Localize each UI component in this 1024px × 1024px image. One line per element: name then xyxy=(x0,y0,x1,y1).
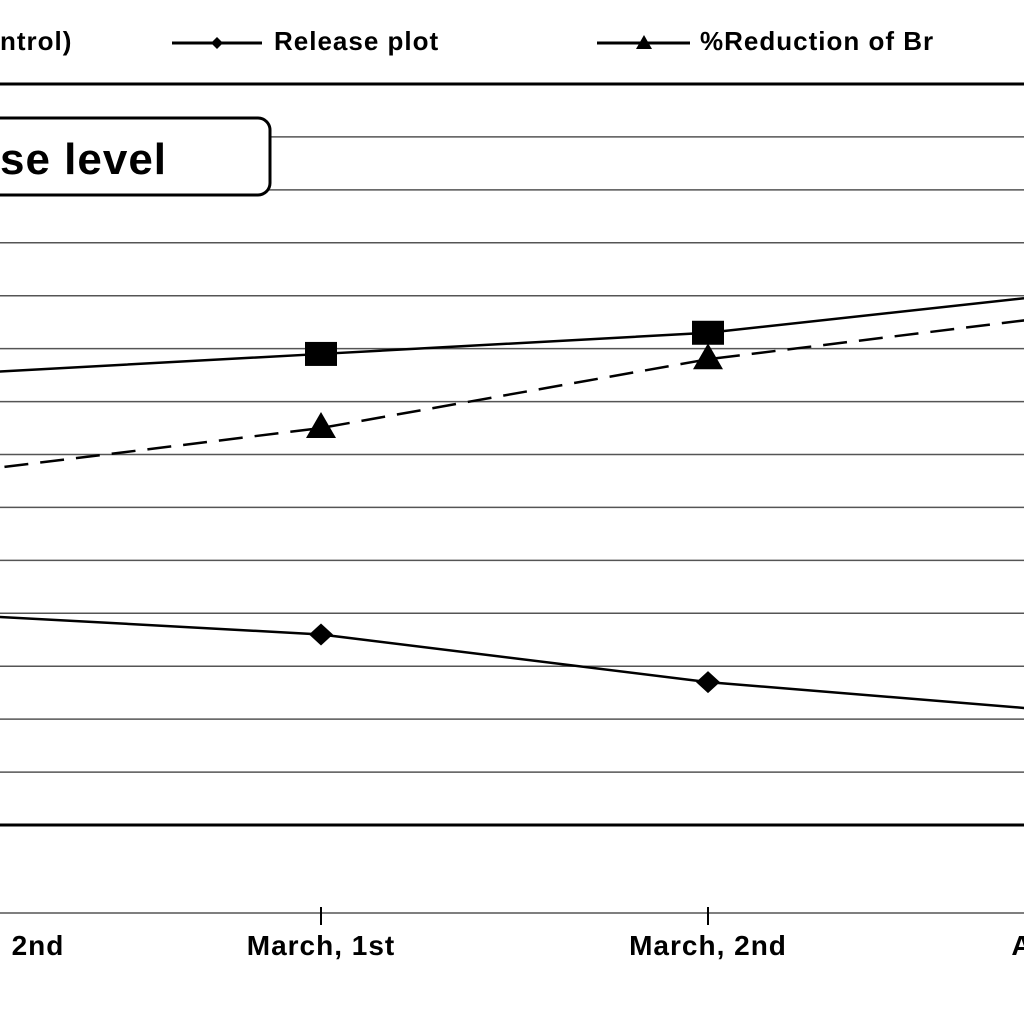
x-tick-label: A xyxy=(1011,930,1024,961)
data-point-square xyxy=(692,320,724,345)
data-point-triangle xyxy=(693,343,723,370)
series-line-square xyxy=(0,297,1024,373)
series-line-diamond xyxy=(0,615,1024,710)
series-diamond xyxy=(0,615,1024,710)
chart-axes xyxy=(0,82,1024,914)
grid-lines xyxy=(0,136,1024,773)
series-triangle xyxy=(0,319,1024,469)
data-point-triangle xyxy=(306,412,336,439)
data-series xyxy=(0,297,1024,710)
legend-label-release: Release plot xyxy=(274,26,439,56)
legend-item-reduction: %Reduction of Br xyxy=(597,26,934,56)
x-tick-label: March, 1st xyxy=(247,930,396,961)
annotation-frame xyxy=(0,116,272,197)
legend-triangle-marker xyxy=(636,35,652,49)
data-point-diamond xyxy=(309,623,333,646)
legend-item-control: ntrol) xyxy=(0,26,72,56)
series-line-triangle xyxy=(0,319,1024,469)
annotation-text: se level xyxy=(0,135,167,184)
series-square xyxy=(0,297,1024,373)
x-tick-label: March, 2nd xyxy=(629,930,787,961)
legend-item-release-plot: Release plot xyxy=(172,26,439,56)
legend-diamond-marker xyxy=(211,37,223,49)
legend-label-reduction: %Reduction of Br xyxy=(700,26,934,56)
x-tick-label: 2nd xyxy=(12,930,65,961)
data-point-square xyxy=(305,341,337,366)
legend: ntrol) Release plot %Reduction of Br xyxy=(0,26,934,56)
data-point-diamond xyxy=(696,671,720,694)
x-axis-ticks: 2nd March, 1st March, 2nd A xyxy=(12,907,1024,961)
annotation-box: se level xyxy=(0,116,272,197)
legend-label-control: ntrol) xyxy=(0,26,72,56)
